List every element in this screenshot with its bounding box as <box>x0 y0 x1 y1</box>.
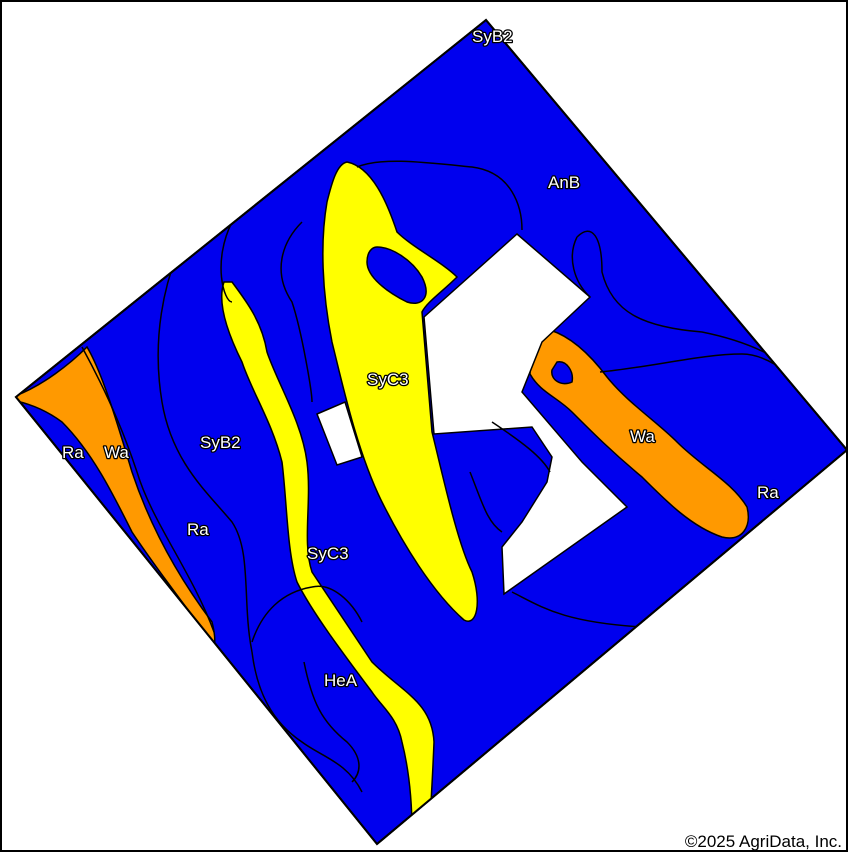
soil-zone-syc3-band <box>322 161 479 622</box>
label-ra-right: Ra <box>757 483 779 502</box>
label-syb2-left: SyB2 <box>200 433 241 452</box>
label-hea: HeA <box>324 671 358 690</box>
white-exclusion-large <box>423 233 629 596</box>
label-syb2-top: SyB2 <box>472 27 513 46</box>
copyright-text: ©2025 AgriData, Inc. <box>684 832 842 851</box>
white-exclusion-small <box>316 400 363 466</box>
soil-zone-wa-right <box>529 329 749 539</box>
label-anb: AnB <box>548 173 580 192</box>
label-wa-right: Wa <box>630 427 655 446</box>
label-wa-left: Wa <box>104 443 129 462</box>
label-syc3-upper: SyC3 <box>367 370 409 389</box>
label-ra-mid: Ra <box>187 520 209 539</box>
soil-zone-wa-left <box>16 345 216 647</box>
label-syc3-lower: SyC3 <box>307 544 349 563</box>
label-ra-left: Ra <box>62 443 84 462</box>
